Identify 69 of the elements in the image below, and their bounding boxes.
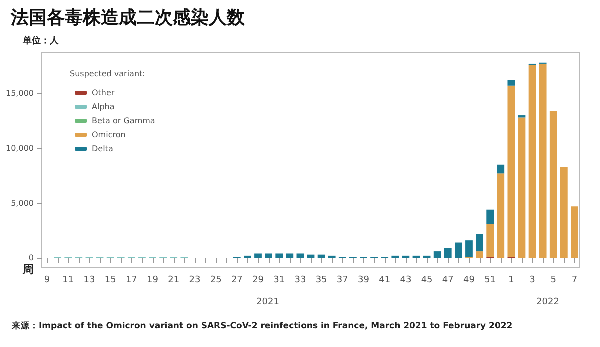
- bar: [528, 65, 536, 258]
- legend-label: Beta or Gamma: [92, 116, 156, 126]
- bar: [296, 254, 304, 258]
- bar: [508, 86, 516, 258]
- x-tick-label: 1: [508, 276, 514, 286]
- x-tick-label: 31: [274, 276, 286, 286]
- bar: [328, 256, 336, 258]
- x-tick-label: 17: [126, 276, 138, 286]
- x-tick-label: 47: [442, 276, 454, 286]
- x-tick-label: 45: [421, 276, 433, 286]
- legend-title: Suspected variant:: [70, 70, 146, 78]
- bar: [254, 254, 262, 258]
- legend-label: Omicron: [92, 130, 126, 140]
- x-tick-label: 29: [252, 276, 264, 286]
- x-tick-label: 23: [189, 276, 201, 286]
- x-tick-label: 5: [550, 276, 556, 286]
- y-tick-label: 0: [28, 254, 34, 263]
- source-note: 来源：Impact of the Omicron variant on SARS-CoV-2 reinfections in France, March 2021 to February 2022: [11, 320, 513, 332]
- bar: [392, 256, 400, 258]
- x-tick-label: 33: [294, 276, 306, 286]
- bar: [476, 234, 484, 252]
- x-axis-title: 周: [22, 263, 34, 276]
- x-tick-label: 21: [168, 276, 180, 286]
- x-tick-label: 9: [44, 276, 50, 286]
- bar: [434, 252, 442, 258]
- bar: [276, 254, 284, 258]
- x-tick-label: 13: [84, 276, 96, 286]
- x-tick-label: 43: [400, 276, 412, 286]
- y-tick-label: 5,000: [11, 198, 34, 208]
- x-tick-label: 35: [316, 276, 328, 286]
- bar: [497, 174, 505, 258]
- legend-label: Alpha: [92, 102, 115, 112]
- x-tick-label: 15: [104, 276, 116, 286]
- x-tick-label: 3: [530, 276, 536, 286]
- bar: [486, 210, 494, 224]
- chart-subtitle: 单位：人: [22, 36, 60, 46]
- bar: [444, 248, 452, 258]
- bar: [476, 252, 484, 258]
- y-tick-label: 10,000: [6, 144, 34, 153]
- legend-label: Delta: [92, 144, 114, 154]
- x-tick-label: 41: [379, 276, 391, 286]
- x-tick-label: 51: [484, 276, 496, 286]
- x-tick-label: 37: [336, 276, 348, 286]
- x-tick-label: 39: [358, 276, 370, 286]
- x-tick-label: 7: [572, 276, 578, 286]
- bar: [286, 254, 294, 258]
- x-tick-label: 11: [62, 276, 74, 286]
- x-tick-label: 19: [147, 276, 159, 286]
- bar: [486, 224, 494, 258]
- bar: [550, 111, 558, 258]
- x-tick-label: 27: [231, 276, 243, 286]
- bar: [560, 167, 568, 258]
- y-tick-label: 15,000: [6, 89, 34, 98]
- chart-title: 法国各毒株造成二次感染人数: [10, 8, 246, 28]
- bar: [497, 164, 505, 174]
- x-tick-label: 49: [464, 276, 476, 286]
- text: 2021: [256, 298, 280, 308]
- text: 2022: [536, 298, 560, 308]
- bar: [244, 256, 252, 258]
- bar: [518, 118, 526, 258]
- bar: [466, 240, 473, 258]
- legend-label: Other: [92, 88, 116, 98]
- bar: [571, 206, 578, 258]
- bar: [402, 256, 410, 258]
- bar: [508, 80, 516, 86]
- x-tick-label: 25: [210, 276, 222, 286]
- bar: [539, 64, 547, 258]
- bar: [265, 254, 272, 258]
- bar: [454, 242, 462, 258]
